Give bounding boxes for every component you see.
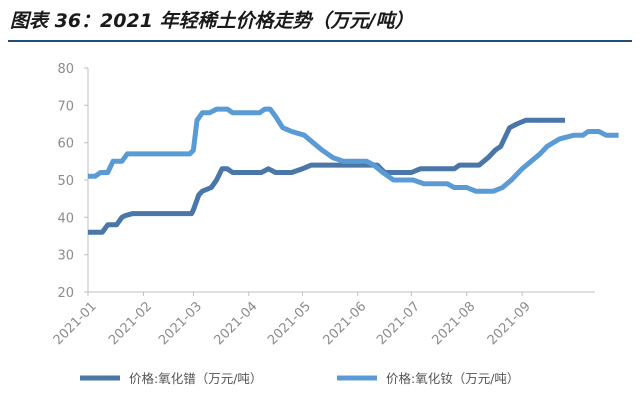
y-tick-label: 80 bbox=[57, 62, 74, 77]
x-tick-label: 2021-07 bbox=[374, 299, 423, 348]
y-tick-label: 30 bbox=[57, 249, 74, 264]
chart-series bbox=[88, 106, 619, 235]
y-tick-label: 70 bbox=[57, 99, 74, 114]
y-tick-label: 20 bbox=[57, 286, 74, 301]
y-tick-label: 50 bbox=[57, 174, 74, 189]
x-tick-label: 2021-04 bbox=[211, 299, 260, 348]
x-tick-label: 2021-09 bbox=[485, 299, 534, 348]
series-line-2 bbox=[88, 106, 619, 194]
chart-legend: 价格:氧化镨（万元/吨） 价格:氧化钕（万元/吨） bbox=[80, 371, 519, 386]
series-line-1 bbox=[88, 117, 565, 235]
legend-label-2: 价格:氧化钕（万元/吨） bbox=[386, 371, 519, 386]
watermark-text: 头条 @财是 bbox=[563, 381, 632, 397]
x-tick-label: 2021-08 bbox=[429, 299, 478, 348]
y-tick-label: 60 bbox=[57, 137, 74, 152]
x-tick-label: 2021-05 bbox=[265, 299, 314, 348]
chart-title: 图表 36：2021 年轻稀土价格走势（万元/吨） bbox=[10, 10, 414, 32]
x-tick-label: 2021-06 bbox=[320, 299, 369, 348]
legend-label-1: 价格:氧化镨（万元/吨） bbox=[129, 371, 262, 386]
x-tick-label: 2021-03 bbox=[156, 299, 205, 348]
x-tick-label: 2021-01 bbox=[51, 299, 100, 348]
x-tick-label: 2021-02 bbox=[106, 299, 155, 348]
y-tick-label: 40 bbox=[57, 211, 74, 226]
title-underline bbox=[8, 40, 632, 42]
